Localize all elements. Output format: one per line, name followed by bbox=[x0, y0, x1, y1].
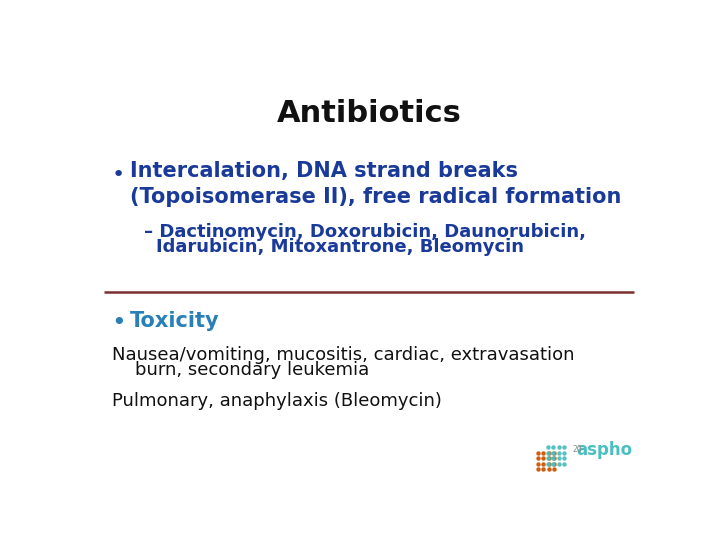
Text: aspho: aspho bbox=[576, 441, 632, 459]
Text: – Dactinomycin, Doxorubicin, Daunorubicin,: – Dactinomycin, Doxorubicin, Daunorubici… bbox=[144, 222, 586, 241]
Text: Intercalation, DNA strand breaks
(Topoisomerase II), free radical formation: Intercalation, DNA strand breaks (Topois… bbox=[130, 161, 621, 207]
Text: Antibiotics: Antibiotics bbox=[276, 99, 462, 129]
Text: •: • bbox=[112, 165, 125, 185]
Text: burn, secondary leukemia: burn, secondary leukemia bbox=[112, 361, 369, 379]
Text: •: • bbox=[112, 311, 127, 335]
Text: Idarubicin, Mitoxantrone, Bleomycin: Idarubicin, Mitoxantrone, Bleomycin bbox=[156, 238, 524, 256]
Text: 20: 20 bbox=[572, 444, 582, 454]
Text: Toxicity: Toxicity bbox=[130, 311, 220, 331]
Text: Pulmonary, anaphylaxis (Bleomycin): Pulmonary, anaphylaxis (Bleomycin) bbox=[112, 392, 441, 410]
Text: Nausea/vomiting, mucositis, cardiac, extravasation: Nausea/vomiting, mucositis, cardiac, ext… bbox=[112, 346, 575, 364]
